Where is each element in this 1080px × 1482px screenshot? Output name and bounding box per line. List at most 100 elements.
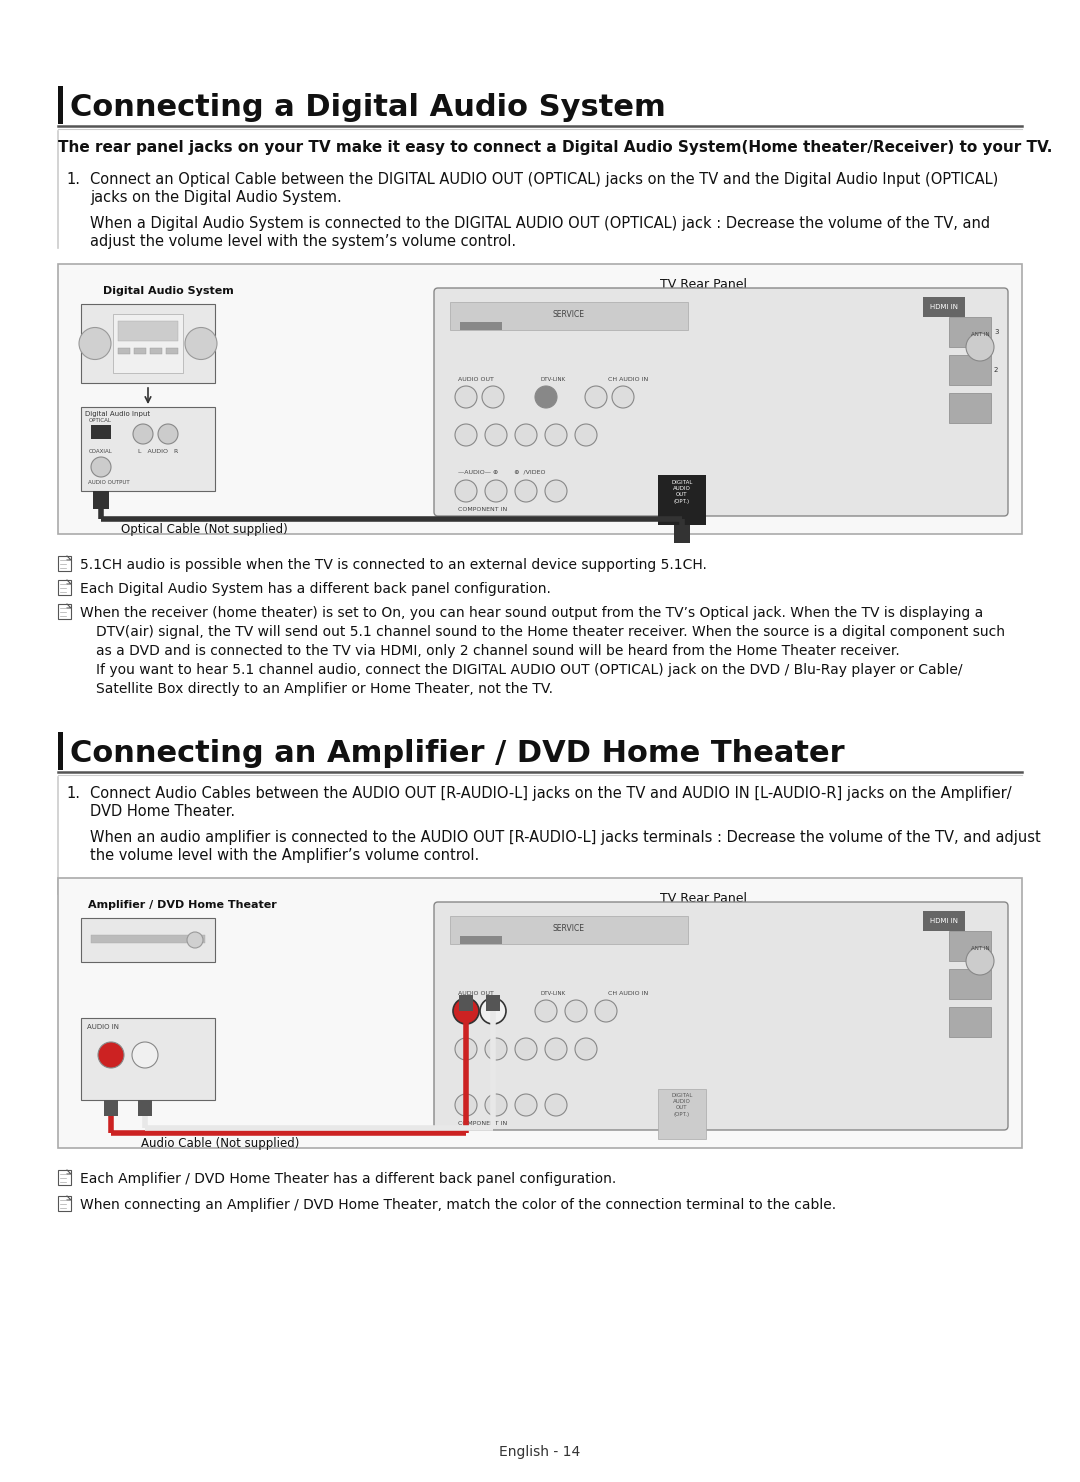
Circle shape [482,385,504,408]
Text: Connecting a Digital Audio System: Connecting a Digital Audio System [70,92,665,122]
Bar [93,491,109,508]
Text: Satellite Box directly to an Amplifier or Home Theater, not the TV.: Satellite Box directly to an Amplifier o… [96,682,553,697]
Circle shape [79,328,111,360]
Text: OPTICAL: OPTICAL [89,418,112,422]
Bar [658,1089,706,1140]
Circle shape [132,1042,158,1069]
Text: 3: 3 [994,329,999,335]
Bar [450,302,688,330]
Bar [166,348,178,354]
Bar [674,525,690,542]
Bar [58,732,63,771]
Bar [118,322,178,341]
Bar [949,969,991,999]
FancyBboxPatch shape [81,408,215,491]
Bar [118,348,130,354]
Text: 1.: 1. [66,172,80,187]
Text: TV Rear Panel: TV Rear Panel [660,279,747,290]
Circle shape [585,385,607,408]
Circle shape [455,480,477,502]
Circle shape [515,1094,537,1116]
Text: CH AUDIO IN: CH AUDIO IN [608,376,648,382]
Text: as a DVD and is connected to the TV via HDMI, only 2 channel sound will be heard: as a DVD and is connected to the TV via … [96,645,900,658]
Text: DIGITAL
AUDIO
OUT
(OPT.): DIGITAL AUDIO OUT (OPT.) [672,1094,692,1116]
Text: AUDIO IN: AUDIO IN [87,1024,119,1030]
Text: COMPONENT IN: COMPONENT IN [458,1120,508,1126]
Bar [58,605,71,619]
Circle shape [545,424,567,446]
Text: Connect an Optical Cable between the DIGITAL AUDIO OUT (OPTICAL) jacks on the TV: Connect an Optical Cable between the DIG… [90,172,998,187]
Circle shape [535,1000,557,1023]
Circle shape [545,1094,567,1116]
Bar [150,348,162,354]
Text: 2: 2 [994,368,998,373]
Text: L   AUDIO   R: L AUDIO R [138,449,178,453]
Text: —AUDIO— ⊕        ⊕  /VIDEO: —AUDIO— ⊕ ⊕ /VIDEO [458,470,545,476]
Circle shape [545,480,567,502]
Text: Digital Audio Input: Digital Audio Input [85,411,150,416]
Bar [58,1196,71,1211]
Text: COAXIAL: COAXIAL [89,449,112,453]
Circle shape [485,1037,507,1060]
Text: Each Digital Audio System has a different back panel configuration.: Each Digital Audio System has a differen… [80,582,551,596]
Circle shape [515,480,537,502]
Circle shape [515,1037,537,1060]
Circle shape [453,997,480,1024]
Circle shape [455,424,477,446]
Circle shape [485,424,507,446]
Text: TV Rear Panel: TV Rear Panel [660,892,747,906]
Text: HDMI IN: HDMI IN [930,304,958,310]
Circle shape [158,424,178,445]
Text: When connecting an Amplifier / DVD Home Theater, match the color of the connecti: When connecting an Amplifier / DVD Home … [80,1197,836,1212]
FancyBboxPatch shape [58,264,1022,534]
FancyBboxPatch shape [58,877,1022,1149]
Bar [949,317,991,347]
Bar [658,476,706,525]
Bar [949,931,991,960]
Text: When an audio amplifier is connected to the AUDIO OUT [R-AUDIO-L] jacks terminal: When an audio amplifier is connected to … [90,830,1041,845]
Circle shape [545,1037,567,1060]
Text: When a Digital Audio System is connected to the DIGITAL AUDIO OUT (OPTICAL) jack: When a Digital Audio System is connected… [90,216,990,231]
Bar [58,1169,71,1186]
Text: ANT IN: ANT IN [971,332,989,336]
Text: Digital Audio System: Digital Audio System [103,286,233,296]
Text: Amplifier / DVD Home Theater: Amplifier / DVD Home Theater [87,900,276,910]
Bar [91,425,111,439]
Text: adjust the volume level with the system’s volume control.: adjust the volume level with the system’… [90,234,516,249]
Bar [460,937,502,944]
Bar [58,86,63,124]
Circle shape [966,947,994,975]
Text: HDMI IN: HDMI IN [930,917,958,923]
Bar [138,1100,152,1116]
Text: Connect Audio Cables between the AUDIO OUT [R-AUDIO-L] jacks on the TV and AUDIO: Connect Audio Cables between the AUDIO O… [90,785,1012,800]
Circle shape [485,1094,507,1116]
FancyBboxPatch shape [81,304,215,382]
FancyBboxPatch shape [81,917,215,962]
Bar [949,356,991,385]
Circle shape [455,385,477,408]
Text: AUDIO OUT: AUDIO OUT [458,376,494,382]
Bar [450,916,688,944]
Circle shape [185,328,217,360]
Text: ANT IN: ANT IN [971,946,989,951]
Bar [486,994,500,1011]
Bar [113,314,183,373]
Text: jacks on the Digital Audio System.: jacks on the Digital Audio System. [90,190,341,205]
Text: AUDIO OUT: AUDIO OUT [458,991,494,996]
Text: Connecting an Amplifier / DVD Home Theater: Connecting an Amplifier / DVD Home Theat… [70,738,845,768]
Circle shape [612,385,634,408]
Text: the volume level with the Amplifier’s volume control.: the volume level with the Amplifier’s vo… [90,848,480,863]
Circle shape [98,1042,124,1069]
Text: CH AUDIO IN: CH AUDIO IN [608,991,648,996]
Circle shape [575,424,597,446]
Bar [104,1100,118,1116]
Bar [58,579,71,594]
Text: Each Amplifier / DVD Home Theater has a different back panel configuration.: Each Amplifier / DVD Home Theater has a … [80,1172,617,1186]
Text: DTV-LINK: DTV-LINK [540,376,566,382]
Text: SERVICE: SERVICE [553,923,585,934]
Bar [949,1006,991,1037]
Text: DVD Home Theater.: DVD Home Theater. [90,805,235,820]
Circle shape [455,1037,477,1060]
FancyBboxPatch shape [434,288,1008,516]
Text: DTV(air) signal, the TV will send out 5.1 channel sound to the Home theater rece: DTV(air) signal, the TV will send out 5.… [96,625,1005,639]
